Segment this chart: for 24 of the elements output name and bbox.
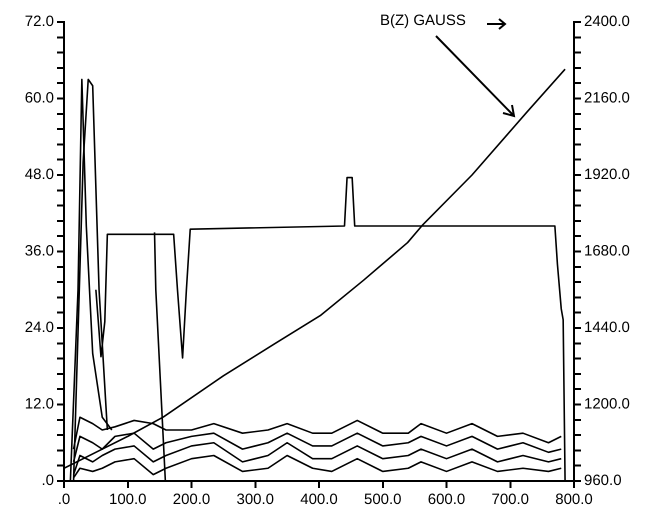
y-tick-label: 36.0: [24, 242, 54, 260]
y2-tick-label: 960.0: [584, 472, 622, 490]
x-tick-label: 700.0: [491, 491, 530, 508]
y2-tick-label: 1680.0: [584, 242, 630, 260]
x-tick-label: 500.0: [364, 491, 402, 508]
y2-tick-label: 2400.0: [584, 13, 630, 30]
y2-tick-label: 1200.0: [584, 396, 630, 413]
y2-tick-label: 1920.0: [584, 166, 630, 184]
y-tick-label: 12.0: [24, 396, 54, 413]
x-tick-label: 200.0: [172, 491, 210, 508]
x-tick-label: 800.0: [555, 491, 593, 508]
x-tick-label: 400.0: [300, 491, 338, 508]
x-tick-label: .0: [58, 491, 70, 508]
y-tick-label: 24.0: [24, 319, 54, 336]
annotation: B(Z) GAUSS: [380, 12, 466, 29]
y-tick-label: 72.0: [24, 13, 54, 30]
y-tick-label: .0: [41, 472, 54, 490]
x-tick-label: 100.0: [108, 491, 147, 508]
y-tick-label: 48.0: [24, 166, 54, 184]
y2-tick-label: 2160.0: [584, 90, 630, 107]
x-tick-label: 600.0: [428, 491, 466, 508]
y2-tick-label: 1440.0: [584, 319, 630, 336]
y-tick-label: 60.0: [24, 90, 54, 107]
x-tick-label: 300.0: [236, 491, 274, 508]
